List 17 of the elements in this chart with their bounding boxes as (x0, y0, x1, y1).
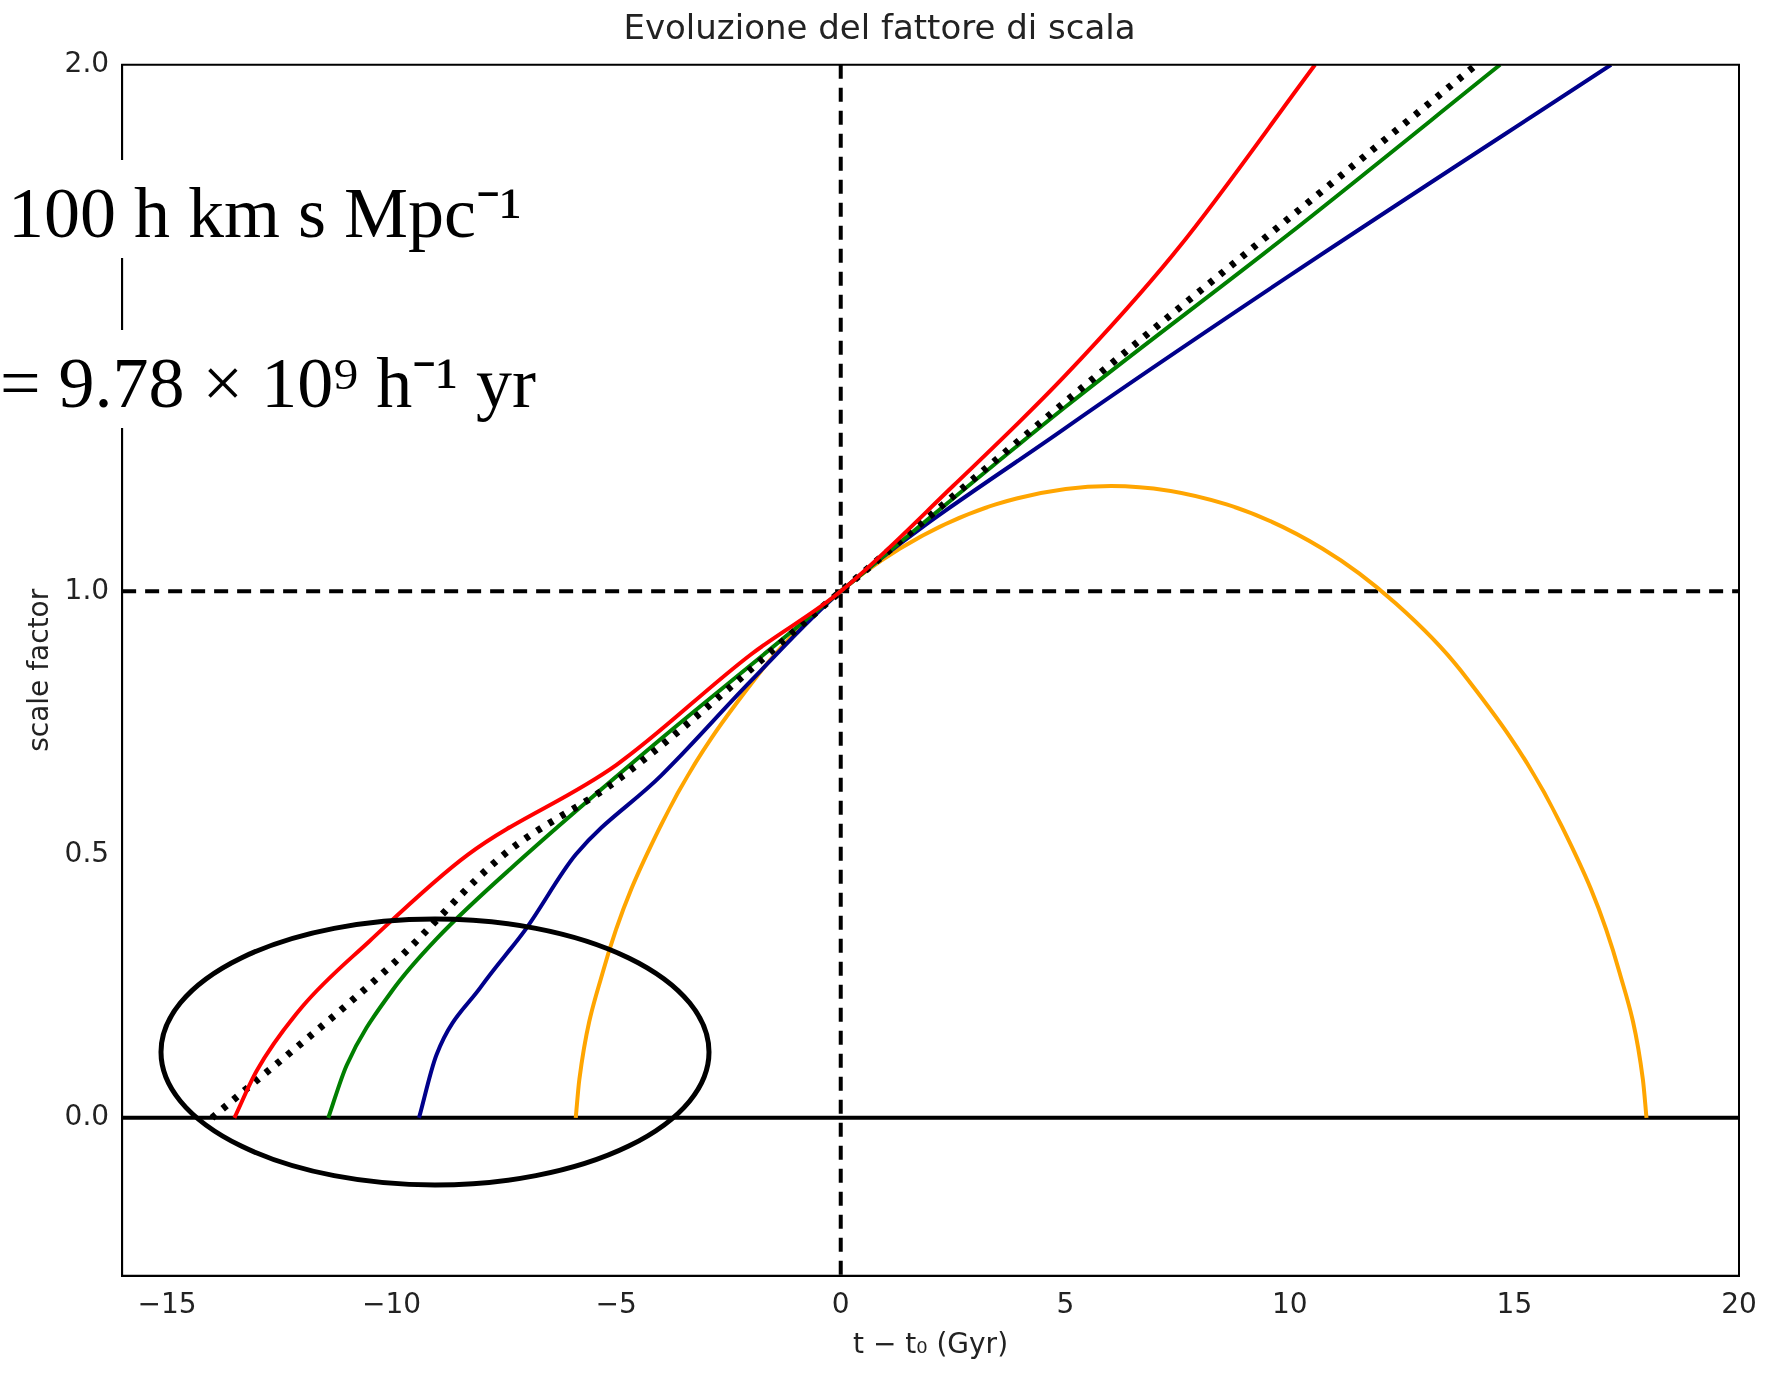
x-tick-label: −5 (595, 1286, 637, 1320)
x-tick-label: 5 (1056, 1286, 1075, 1320)
y-axis-title: scale factor (22, 588, 56, 752)
x-tick-label: 10 (1272, 1286, 1308, 1320)
x-tick-label: 0 (831, 1286, 850, 1320)
y-tick-label: 2.0 (64, 46, 110, 80)
y-tick-label: 1.0 (64, 572, 110, 606)
x-tick-label: 20 (1721, 1286, 1757, 1320)
annotation: 100 h km s Mpc⁻¹ (8, 160, 522, 258)
x-tick-label: −15 (137, 1286, 197, 1320)
y-tick-label: 0.0 (64, 1099, 110, 1133)
x-axis-title: t − t₀ (Gyr) (853, 1327, 1009, 1361)
y-tick-label: 0.5 (64, 835, 110, 869)
x-tick-label: 15 (1496, 1286, 1533, 1320)
x-tick-label: −10 (362, 1286, 422, 1320)
chart-title: Evoluzione del fattore di scala (623, 7, 1136, 48)
annotation: = 9.78 × 10⁹ h⁻¹ yr (0, 330, 536, 428)
